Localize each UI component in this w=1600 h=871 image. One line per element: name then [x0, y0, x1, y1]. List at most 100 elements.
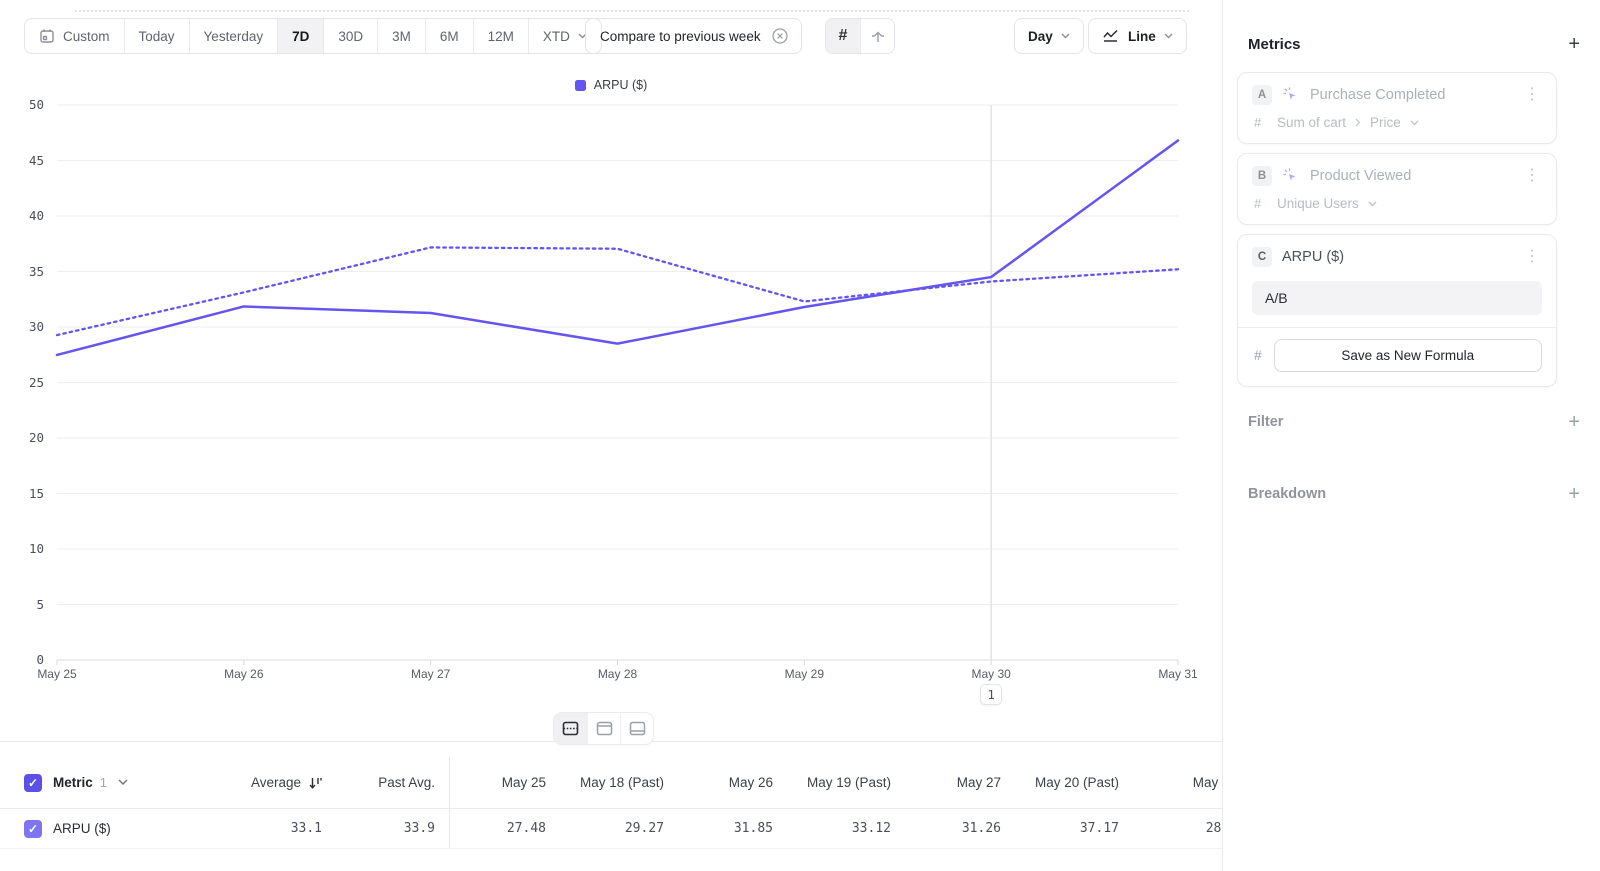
- event-sparkle-icon: [1283, 87, 1296, 100]
- table-row: ✓ ARPU ($) 33.1 33.9 27.48 29.27 31.85 3…: [0, 809, 1222, 849]
- add-filter-button[interactable]: +: [1568, 411, 1580, 433]
- metric-card-a[interactable]: A Purchase Completed ⋮ # Sum of cart Pri…: [1237, 72, 1557, 144]
- formula-input[interactable]: A/B: [1252, 281, 1542, 315]
- metric-count: 1: [99, 775, 107, 790]
- date-range-yesterday[interactable]: Yesterday: [190, 19, 279, 53]
- date-range-selector: Custom Today Yesterday 7D 30D 3M 6M 12M …: [24, 18, 602, 54]
- card-divider: [1238, 327, 1556, 328]
- metric-title: Purchase Completed: [1310, 87, 1446, 103]
- column-header[interactable]: May 27: [956, 775, 1001, 790]
- y-axis-label: 30: [28, 319, 44, 334]
- x-axis-label: May 31: [1158, 667, 1198, 681]
- column-header[interactable]: May 18 (Past): [579, 775, 664, 790]
- y-axis-label: 45: [28, 152, 44, 168]
- chart-series-dotted[interactable]: [55, 246, 1180, 337]
- layout-top-icon: [596, 721, 612, 736]
- annotation-badge[interactable]: 1: [980, 684, 1003, 705]
- chevron-right-icon: [1355, 118, 1361, 127]
- granularity-label: Day: [1028, 28, 1053, 44]
- column-header-past-avg[interactable]: Past Avg.: [378, 775, 435, 790]
- x-axis-label: May 26: [224, 667, 264, 681]
- filter-section-title: Filter: [1248, 414, 1284, 430]
- y-axis-label: 15: [28, 485, 44, 501]
- metric-card-b[interactable]: B Product Viewed ⋮ # Unique Users: [1237, 153, 1557, 225]
- metric-card-c[interactable]: C ARPU ($) ⋮ A/B # Save as New Formula: [1237, 234, 1557, 387]
- table-cell: 27.48: [506, 821, 546, 836]
- layout-split-icon: [562, 721, 579, 736]
- layout-split-view-button[interactable]: [554, 713, 587, 744]
- annotation-marker-toggle[interactable]: [860, 19, 894, 53]
- column-header[interactable]: May 19 (Past): [806, 775, 891, 790]
- table-cell: 31.85: [733, 821, 773, 836]
- measure-label: Sum of cart: [1277, 115, 1347, 130]
- absolute-values-toggle[interactable]: #: [826, 19, 860, 53]
- date-range-label: Custom: [63, 28, 110, 44]
- column-header-average[interactable]: Average: [230, 775, 322, 790]
- date-range-today[interactable]: Today: [125, 19, 190, 53]
- y-axis-label: 5: [36, 596, 44, 612]
- chevron-down-icon: [1061, 33, 1070, 39]
- metric-badge: B: [1252, 166, 1272, 186]
- y-axis-label: 50: [28, 97, 44, 112]
- chevron-down-icon[interactable]: [118, 779, 128, 786]
- date-range-xtd[interactable]: XTD: [529, 19, 601, 53]
- date-range-7d[interactable]: 7D: [278, 19, 325, 53]
- granularity-dropdown[interactable]: Day: [1014, 18, 1084, 54]
- table-cell: 29.27: [624, 821, 664, 836]
- compare-chip-label: Compare to previous week: [600, 28, 761, 44]
- column-header[interactable]: May 25: [501, 775, 546, 790]
- line-chart[interactable]: [0, 0, 1222, 760]
- x-axis-label: May 29: [784, 667, 824, 681]
- metrics-section-title: Metrics: [1248, 35, 1301, 53]
- date-range-3m[interactable]: 3M: [378, 19, 426, 53]
- y-axis-label: 20: [28, 430, 44, 445]
- save-as-new-formula-button[interactable]: Save as New Formula: [1273, 339, 1542, 372]
- y-axis-label: 40: [28, 208, 44, 223]
- x-axis-label: May 30: [971, 667, 1011, 681]
- select-all-checkbox[interactable]: ✓: [24, 773, 42, 792]
- calendar-icon: [40, 29, 54, 43]
- layout-table-view-button[interactable]: [620, 713, 653, 744]
- x-axis-label: May 25: [37, 667, 77, 681]
- row-checkbox[interactable]: ✓: [24, 819, 42, 838]
- chart-legend[interactable]: ARPU ($): [0, 78, 1222, 92]
- table-cell: 37.17: [1079, 821, 1119, 836]
- y-axis-label: 0: [36, 652, 44, 667]
- formula-value: A/B: [1265, 290, 1288, 306]
- table-cell: 28.5: [1205, 821, 1222, 836]
- date-range-30d[interactable]: 30D: [324, 19, 379, 53]
- measure-property-label: Price: [1370, 115, 1401, 130]
- table-header-row: ✓ Metric 1 Average Past Avg. May 25 May …: [0, 757, 1222, 809]
- layout-chart-view-button[interactable]: [587, 713, 620, 744]
- kebab-menu-icon[interactable]: ⋮: [1524, 248, 1540, 265]
- measure-label: Unique Users: [1277, 196, 1359, 211]
- metric-header-label: Metric: [53, 775, 93, 790]
- table-cell: 31.26: [961, 821, 1001, 836]
- date-range-custom[interactable]: Custom: [25, 19, 125, 53]
- sort-descending-icon[interactable]: [308, 776, 322, 790]
- close-circle-icon[interactable]: [771, 27, 789, 45]
- add-metric-button[interactable]: +: [1568, 33, 1580, 55]
- hash-icon: #: [1254, 115, 1262, 130]
- measure-selector[interactable]: # Unique Users: [1238, 190, 1556, 224]
- chevron-down-icon: [578, 33, 587, 39]
- chart-series-solid[interactable]: [55, 139, 1180, 357]
- column-header[interactable]: May 28: [1192, 775, 1222, 790]
- date-range-6m[interactable]: 6M: [426, 19, 474, 53]
- measure-selector[interactable]: # Sum of cart Price: [1238, 109, 1556, 143]
- chart-type-label: Line: [1128, 28, 1156, 44]
- metric-title: ARPU ($): [1282, 249, 1345, 265]
- chevron-down-icon: [1410, 120, 1419, 125]
- compare-chip[interactable]: Compare to previous week: [585, 18, 802, 54]
- column-header[interactable]: May 20 (Past): [1034, 775, 1119, 790]
- add-breakdown-button[interactable]: +: [1568, 483, 1580, 505]
- kebab-menu-icon[interactable]: ⋮: [1524, 167, 1540, 184]
- query-sidebar: Metrics + A Purchase Completed ⋮ # Sum o…: [1222, 0, 1600, 871]
- metric-badge: A: [1252, 85, 1272, 105]
- date-range-12m[interactable]: 12M: [474, 19, 529, 53]
- column-header[interactable]: May 26: [728, 775, 773, 790]
- chevron-down-icon: [1368, 201, 1377, 206]
- chart-panel: Custom Today Yesterday 7D 30D 3M 6M 12M …: [0, 0, 1222, 849]
- chart-type-dropdown[interactable]: Line: [1088, 18, 1187, 54]
- kebab-menu-icon[interactable]: ⋮: [1524, 86, 1540, 103]
